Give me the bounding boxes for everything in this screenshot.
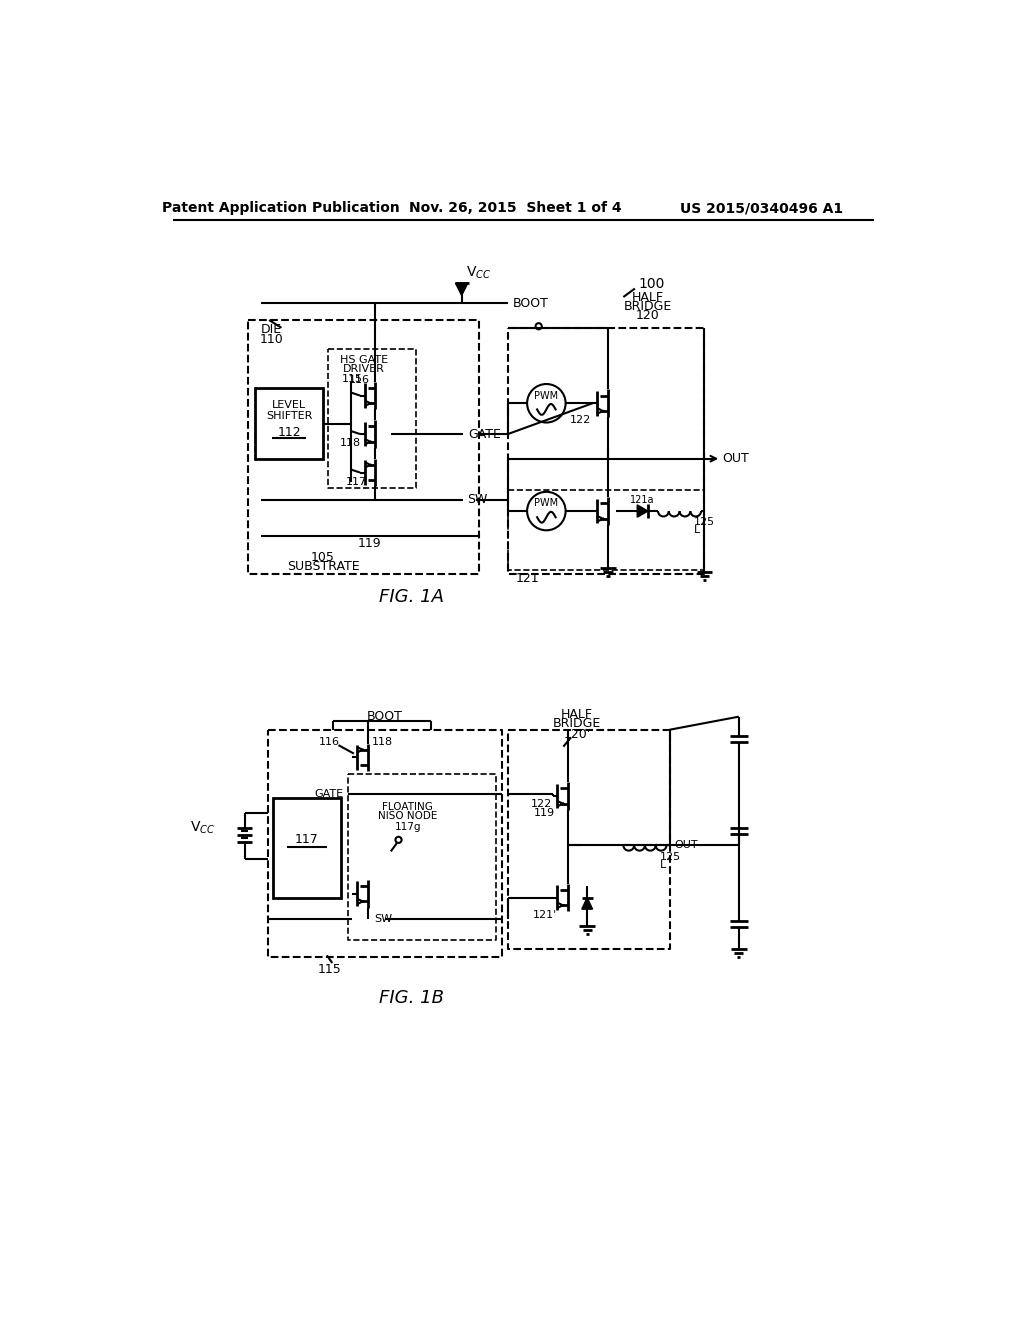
Text: 121a: 121a xyxy=(631,495,655,506)
Text: 119: 119 xyxy=(357,537,381,550)
Text: SW: SW xyxy=(467,492,487,506)
Text: 100: 100 xyxy=(639,277,666,290)
Text: 125: 125 xyxy=(660,851,681,862)
Text: 122: 122 xyxy=(531,799,552,809)
Text: 105: 105 xyxy=(311,550,335,564)
Text: 121': 121' xyxy=(534,909,557,920)
Text: L: L xyxy=(660,861,667,870)
Text: Nov. 26, 2015  Sheet 1 of 4: Nov. 26, 2015 Sheet 1 of 4 xyxy=(410,202,622,215)
Bar xyxy=(273,797,341,898)
Text: 115: 115 xyxy=(317,962,341,975)
Text: PWM: PWM xyxy=(535,391,558,400)
Text: OUT: OUT xyxy=(674,841,697,850)
Text: BRIDGE: BRIDGE xyxy=(624,300,672,313)
Text: 117g: 117g xyxy=(394,822,421,832)
Text: DIE: DIE xyxy=(261,323,282,335)
Polygon shape xyxy=(637,506,648,517)
Text: SW: SW xyxy=(374,915,392,924)
Text: HALF: HALF xyxy=(632,290,664,304)
Text: PWM: PWM xyxy=(535,499,558,508)
Text: 118: 118 xyxy=(340,438,361,449)
Text: 120: 120 xyxy=(636,309,659,322)
Text: 119: 119 xyxy=(535,808,555,818)
Text: V$_{CC}$: V$_{CC}$ xyxy=(190,820,215,837)
Text: DRIVER: DRIVER xyxy=(343,364,385,375)
Text: 116: 116 xyxy=(318,737,340,747)
Text: BOOT: BOOT xyxy=(513,297,549,310)
Polygon shape xyxy=(582,898,593,909)
Text: V$_{CC}$: V$_{CC}$ xyxy=(466,264,490,281)
Text: GATE: GATE xyxy=(468,428,501,441)
Text: 120': 120' xyxy=(563,727,591,741)
Text: 116: 116 xyxy=(348,375,370,385)
Text: 117: 117 xyxy=(295,833,318,846)
Text: BOOT: BOOT xyxy=(367,710,402,723)
Polygon shape xyxy=(456,284,468,296)
Text: 125: 125 xyxy=(693,517,715,527)
Text: FIG. 1B: FIG. 1B xyxy=(379,989,444,1007)
Text: 121: 121 xyxy=(515,572,540,585)
Text: 110: 110 xyxy=(260,333,284,346)
Text: 118: 118 xyxy=(372,737,392,747)
Text: GATE: GATE xyxy=(314,788,344,799)
Text: 115: 115 xyxy=(342,374,364,384)
Text: HALF: HALF xyxy=(561,708,593,721)
Bar xyxy=(255,388,323,459)
Text: NISO NODE: NISO NODE xyxy=(378,810,437,821)
Text: SUBSTRATE: SUBSTRATE xyxy=(287,560,359,573)
Text: LEVEL: LEVEL xyxy=(272,400,306,409)
Text: HS GATE: HS GATE xyxy=(340,355,388,366)
Text: Patent Application Publication: Patent Application Publication xyxy=(162,202,399,215)
Text: BRIDGE: BRIDGE xyxy=(553,717,601,730)
Text: OUT: OUT xyxy=(722,453,749,465)
Text: FLOATING: FLOATING xyxy=(382,801,433,812)
Text: US 2015/0340496 A1: US 2015/0340496 A1 xyxy=(680,202,844,215)
Text: FIG. 1A: FIG. 1A xyxy=(379,589,444,606)
Text: L: L xyxy=(693,525,699,536)
Text: 112: 112 xyxy=(278,426,301,440)
Text: SHIFTER: SHIFTER xyxy=(266,411,312,421)
Text: 117: 117 xyxy=(346,477,368,487)
Text: 122: 122 xyxy=(569,416,591,425)
